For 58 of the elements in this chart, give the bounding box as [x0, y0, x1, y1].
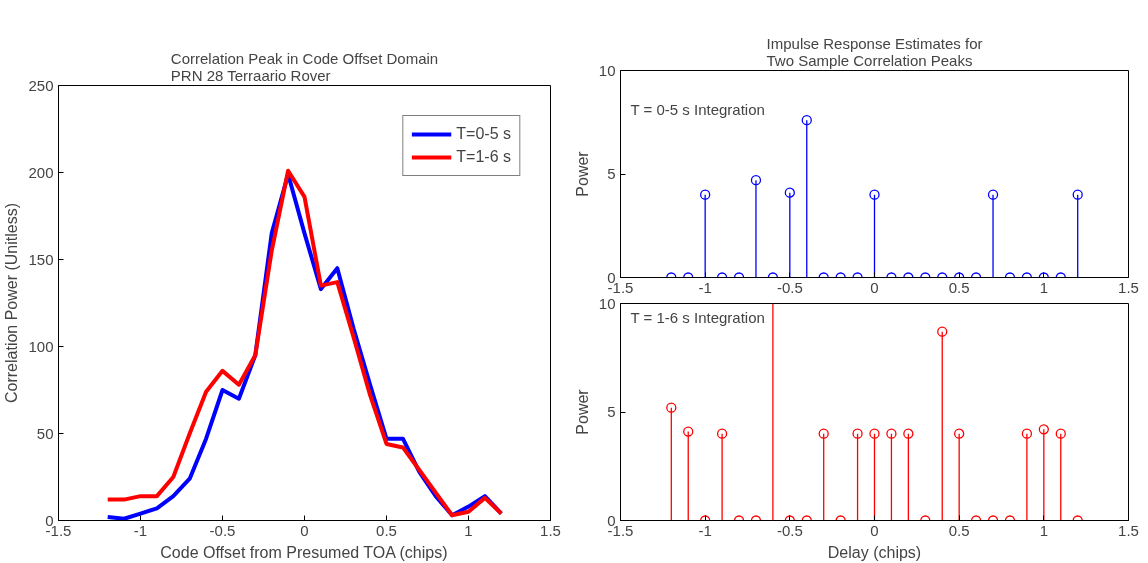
chart-subtitle: PRN 28 Terraario Rover: [170, 66, 331, 84]
x-tick-label: -1: [698, 521, 712, 539]
point: [869, 428, 880, 439]
y-tick-label: 250: [28, 76, 54, 94]
x-tick-label: -1: [698, 278, 712, 296]
y-tick-label: 10: [598, 294, 616, 312]
point: [1038, 424, 1049, 435]
chart-title: Correlation Peak in Code Offset Domain: [170, 49, 439, 67]
chart-title: Impulse Response Estimates for Two Sample Correlation Peaks: [766, 34, 983, 69]
point: [903, 428, 914, 439]
point: [886, 428, 897, 439]
x-tick-label: 0.5: [948, 278, 970, 296]
point: [801, 115, 812, 126]
point: [852, 428, 863, 439]
x-tick-label: 1.5: [1118, 521, 1139, 539]
point: [666, 402, 677, 413]
y-tick-label: 200: [28, 163, 54, 181]
y-tick-label: 100: [28, 337, 54, 355]
legend-label: T=0-5 s: [456, 125, 511, 143]
point: [1072, 189, 1083, 200]
point: [716, 428, 728, 439]
x-tick-label: 0: [870, 521, 879, 539]
annotation: T = 0-5 s Integration: [630, 100, 765, 118]
x-axis-title: Code Offset from Presumed TOA (chips): [160, 543, 448, 561]
point: [1021, 428, 1033, 439]
y-tick-label: 5: [607, 165, 616, 182]
x-tick-label: 0: [870, 278, 879, 296]
x-tick-label: 0: [300, 521, 309, 539]
point: [954, 428, 965, 439]
x-tick-label: 1: [1039, 521, 1049, 539]
x-axis-title: Delay (chips): [827, 543, 922, 561]
point: [750, 175, 762, 186]
x-tick-label: 0.5: [376, 521, 397, 539]
point: [1055, 428, 1066, 439]
y-tick-label: 50: [36, 424, 54, 442]
x-tick-label: 1: [464, 521, 473, 539]
x-tick-label: -0.5: [776, 521, 803, 539]
y-axis-title: Power: [573, 150, 591, 197]
y-axis-title: Power: [573, 388, 591, 435]
y-axis-title: Correlation Power (Unitless): [3, 202, 21, 404]
point: [987, 189, 999, 200]
y-tick-label: 10: [598, 61, 616, 79]
x-tick-label: 1: [1039, 278, 1049, 296]
annotation: T = 1-6 s Integration: [630, 308, 765, 326]
x-tick-label: 0.5: [948, 521, 970, 539]
x-tick-label: -0.5: [776, 278, 803, 296]
x-tick-label: 1.5: [1118, 278, 1139, 296]
y-tick-label: 150: [28, 250, 54, 268]
y-tick-label: 5: [607, 403, 616, 420]
legend-label: T=1-6 s: [456, 148, 511, 166]
x-tick-label: -1: [133, 521, 148, 539]
point: [683, 426, 694, 437]
x-tick-label: -0.5: [209, 521, 236, 539]
x-tick-label: 1.5: [540, 521, 561, 539]
point: [784, 187, 795, 198]
point: [818, 428, 829, 439]
point: [869, 189, 880, 200]
point: [700, 189, 711, 200]
